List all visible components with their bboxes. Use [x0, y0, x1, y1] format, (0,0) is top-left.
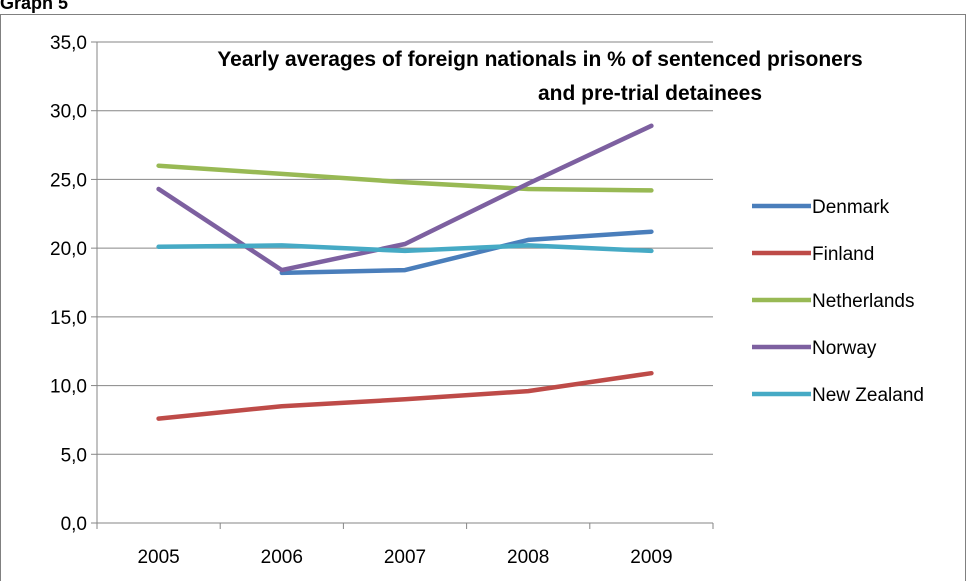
y-tick-label: 25,0: [50, 170, 87, 191]
y-tick-label: 30,0: [50, 102, 87, 123]
y-tick-label: 10,0: [50, 377, 87, 398]
y-tick-labels: 0,0 5,0 10,0 15,0 20,0 25,0 30,0 35,0: [50, 33, 87, 535]
series-line-denmark: [279, 229, 654, 276]
chart-title-line1: Yearly averages of foreign nationals in …: [217, 48, 862, 71]
y-tick-label: 15,0: [50, 308, 87, 329]
legend-label-netherlands: Netherlands: [812, 291, 914, 312]
series-lines: [156, 123, 654, 421]
legend-label-new-zealand: New Zealand: [812, 385, 924, 406]
y-tick-label: 20,0: [50, 239, 87, 260]
x-tick-label: 2006: [261, 547, 303, 568]
x-tick-label: 2008: [507, 547, 549, 568]
x-tick-label: 2007: [384, 547, 426, 568]
chart-title-line2: and pre-trial detainees: [538, 82, 762, 105]
legend-label-finland: Finland: [812, 244, 874, 265]
series-line-finland: [156, 370, 654, 421]
series-line-new-zealand: [156, 243, 654, 254]
y-tick-label: 35,0: [50, 33, 87, 54]
series-line-netherlands: [156, 163, 654, 193]
axes: [91, 41, 714, 529]
chart-frame: [0, 14, 966, 581]
x-tick-label: 2005: [137, 547, 179, 568]
legend-label-denmark: Denmark: [812, 197, 890, 218]
y-tick-label: 0,0: [61, 514, 87, 535]
x-tick-label: 2009: [630, 547, 672, 568]
legend-label-norway: Norway: [812, 338, 877, 359]
page-heading: Graph 5: [0, 0, 69, 13]
series-line-norway: [156, 123, 654, 273]
x-tick-labels: 2005 2006 2007 2008 2009: [137, 547, 672, 568]
y-tick-label: 5,0: [61, 445, 87, 466]
legend: Denmark Finland Netherlands Norway New Zeala…: [752, 197, 924, 406]
